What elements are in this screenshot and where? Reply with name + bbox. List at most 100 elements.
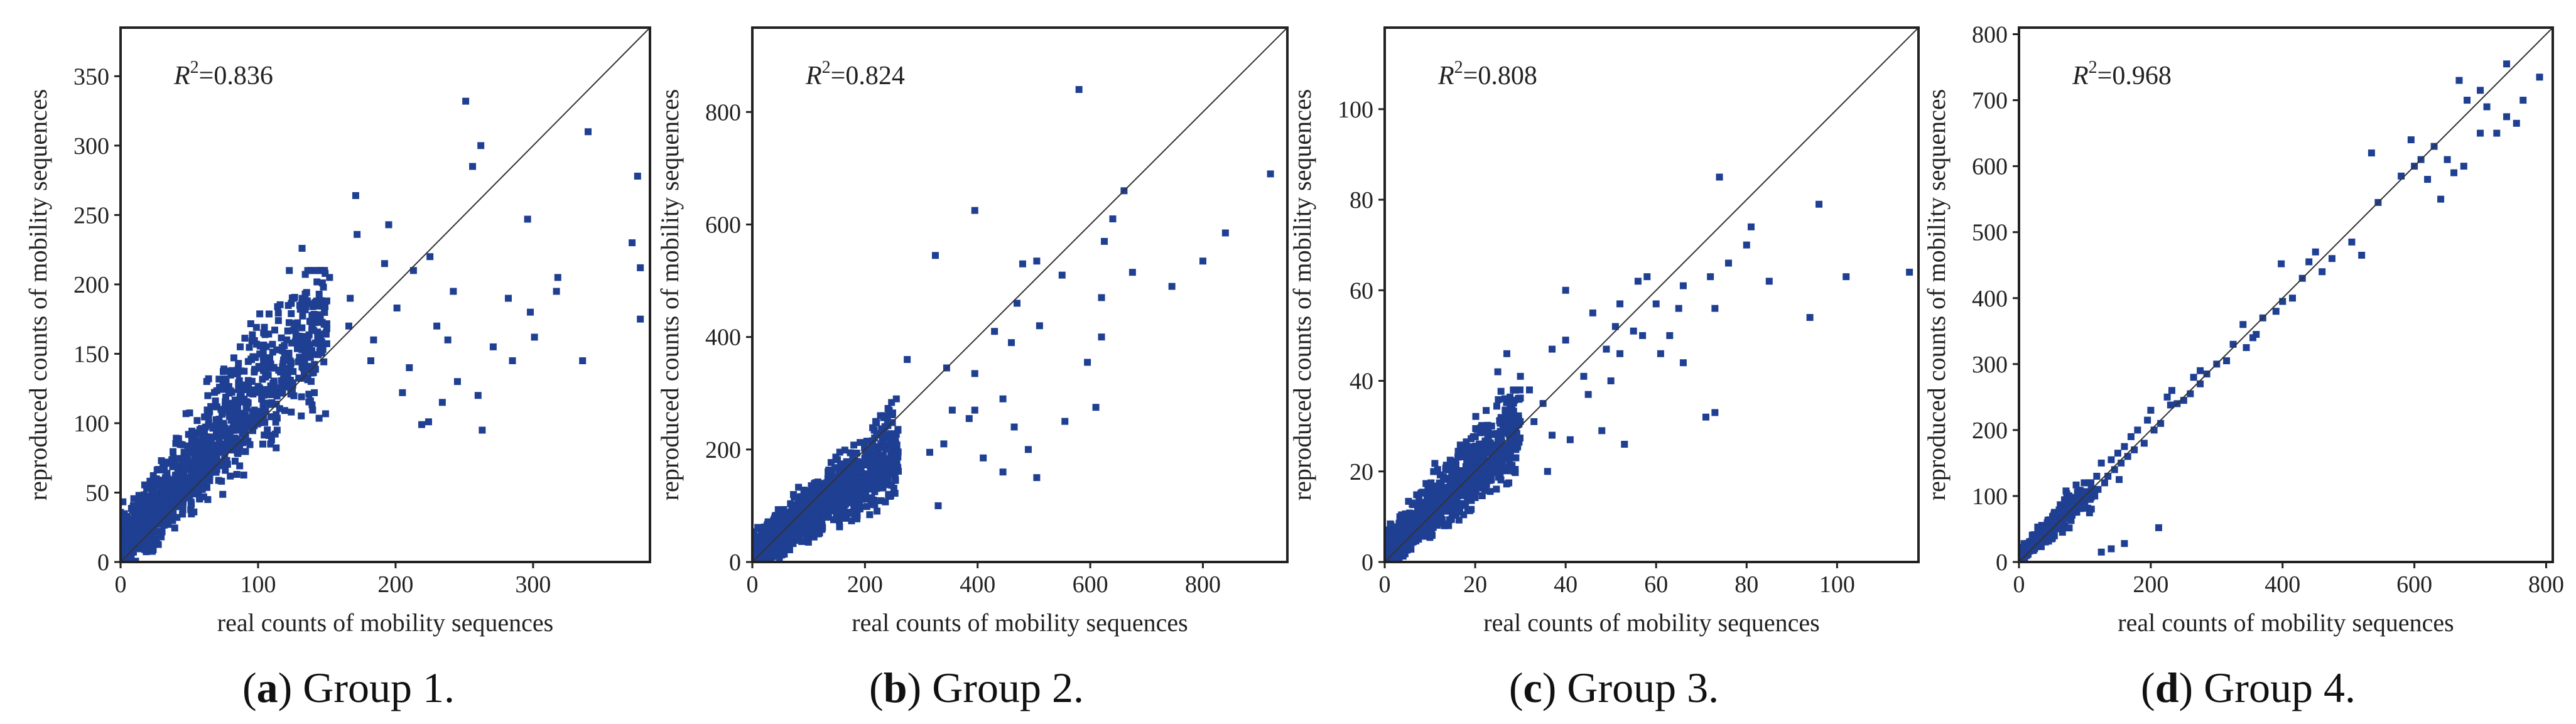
- data-point: [274, 303, 281, 310]
- data-point: [193, 489, 200, 496]
- data-point: [789, 528, 797, 536]
- data-point: [1092, 404, 1100, 411]
- data-point: [244, 438, 252, 445]
- data-point: [1512, 418, 1519, 425]
- data-point: [216, 384, 224, 391]
- data-point: [264, 426, 271, 434]
- y-tick-label: 100: [73, 411, 109, 437]
- data-point: [303, 289, 310, 296]
- data-point: [1816, 200, 1823, 208]
- data-point: [171, 473, 179, 481]
- data-point: [183, 455, 191, 462]
- data-point: [1408, 519, 1415, 526]
- data-point: [146, 485, 154, 492]
- data-point: [210, 423, 217, 430]
- data-point: [296, 354, 303, 361]
- data-point: [2067, 495, 2075, 502]
- data-point: [320, 320, 328, 328]
- data-point: [892, 395, 900, 403]
- data-point: [252, 323, 260, 331]
- data-point: [381, 260, 388, 267]
- data-point: [1711, 409, 1719, 416]
- data-point: [800, 488, 808, 495]
- data-point: [863, 438, 871, 445]
- data-point: [772, 512, 780, 519]
- data-point: [163, 470, 171, 477]
- data-point: [2398, 172, 2405, 180]
- data-point: [200, 463, 207, 470]
- data-point: [425, 418, 432, 426]
- data-point: [2168, 387, 2175, 394]
- data-point: [836, 482, 844, 489]
- data-point: [169, 517, 176, 524]
- data-point: [299, 312, 306, 320]
- data-point: [166, 499, 174, 507]
- data-point: [323, 325, 330, 333]
- data-point: [278, 334, 285, 342]
- data-point: [235, 360, 242, 367]
- data-point: [190, 508, 198, 516]
- data-point: [788, 508, 796, 516]
- data-point: [1421, 532, 1429, 540]
- data-point: [121, 541, 125, 548]
- data-point: [629, 239, 636, 247]
- data-point: [866, 477, 874, 485]
- data-point: [313, 313, 320, 321]
- data-point: [1508, 405, 1515, 413]
- data-point: [273, 346, 281, 354]
- y-tick-label: 400: [1972, 286, 2008, 312]
- data-point: [303, 365, 311, 373]
- data-point: [169, 463, 176, 470]
- data-point: [168, 482, 175, 489]
- data-point: [192, 434, 199, 441]
- data-point: [2460, 163, 2467, 170]
- data-point: [1607, 377, 1615, 385]
- data-point: [1448, 469, 1456, 477]
- data-point: [298, 393, 305, 401]
- data-point: [2086, 509, 2093, 517]
- data-point: [1513, 413, 1521, 420]
- y-tick-label: 100: [1338, 97, 1373, 123]
- data-point: [259, 417, 267, 424]
- data-point: [1589, 309, 1596, 316]
- points-layer: [2019, 60, 2543, 562]
- data-point: [1433, 484, 1441, 491]
- data-point: [948, 406, 956, 414]
- data-point: [2111, 466, 2118, 473]
- data-point: [833, 480, 841, 487]
- data-point: [1505, 445, 1513, 453]
- data-point: [827, 459, 835, 467]
- data-point: [284, 371, 291, 379]
- data-point: [820, 491, 827, 499]
- data-point: [244, 423, 252, 431]
- data-point: [181, 460, 188, 468]
- data-point: [1036, 322, 1043, 330]
- data-point: [204, 496, 212, 504]
- y-tick-label: 20: [1350, 459, 1373, 485]
- data-point: [153, 482, 161, 490]
- data-point: [1530, 418, 1538, 425]
- data-point: [309, 406, 317, 414]
- data-point: [286, 267, 293, 274]
- data-point: [1033, 474, 1041, 482]
- data-point: [266, 354, 274, 362]
- y-tick-label: 400: [705, 325, 741, 351]
- data-point: [825, 506, 832, 514]
- data-point: [812, 479, 820, 487]
- data-point: [991, 328, 998, 335]
- data-point: [222, 397, 229, 405]
- data-point: [1508, 409, 1515, 416]
- data-point: [367, 357, 375, 364]
- data-point: [301, 352, 309, 360]
- data-point: [192, 451, 199, 458]
- data-point: [873, 449, 880, 457]
- data-point: [173, 514, 181, 521]
- data-point: [971, 207, 978, 214]
- data-point: [873, 430, 880, 438]
- data-point: [186, 494, 193, 501]
- data-point: [835, 470, 843, 478]
- data-point: [286, 376, 294, 384]
- data-point: [204, 467, 212, 474]
- data-point: [1657, 350, 1664, 357]
- data-point: [2059, 529, 2066, 536]
